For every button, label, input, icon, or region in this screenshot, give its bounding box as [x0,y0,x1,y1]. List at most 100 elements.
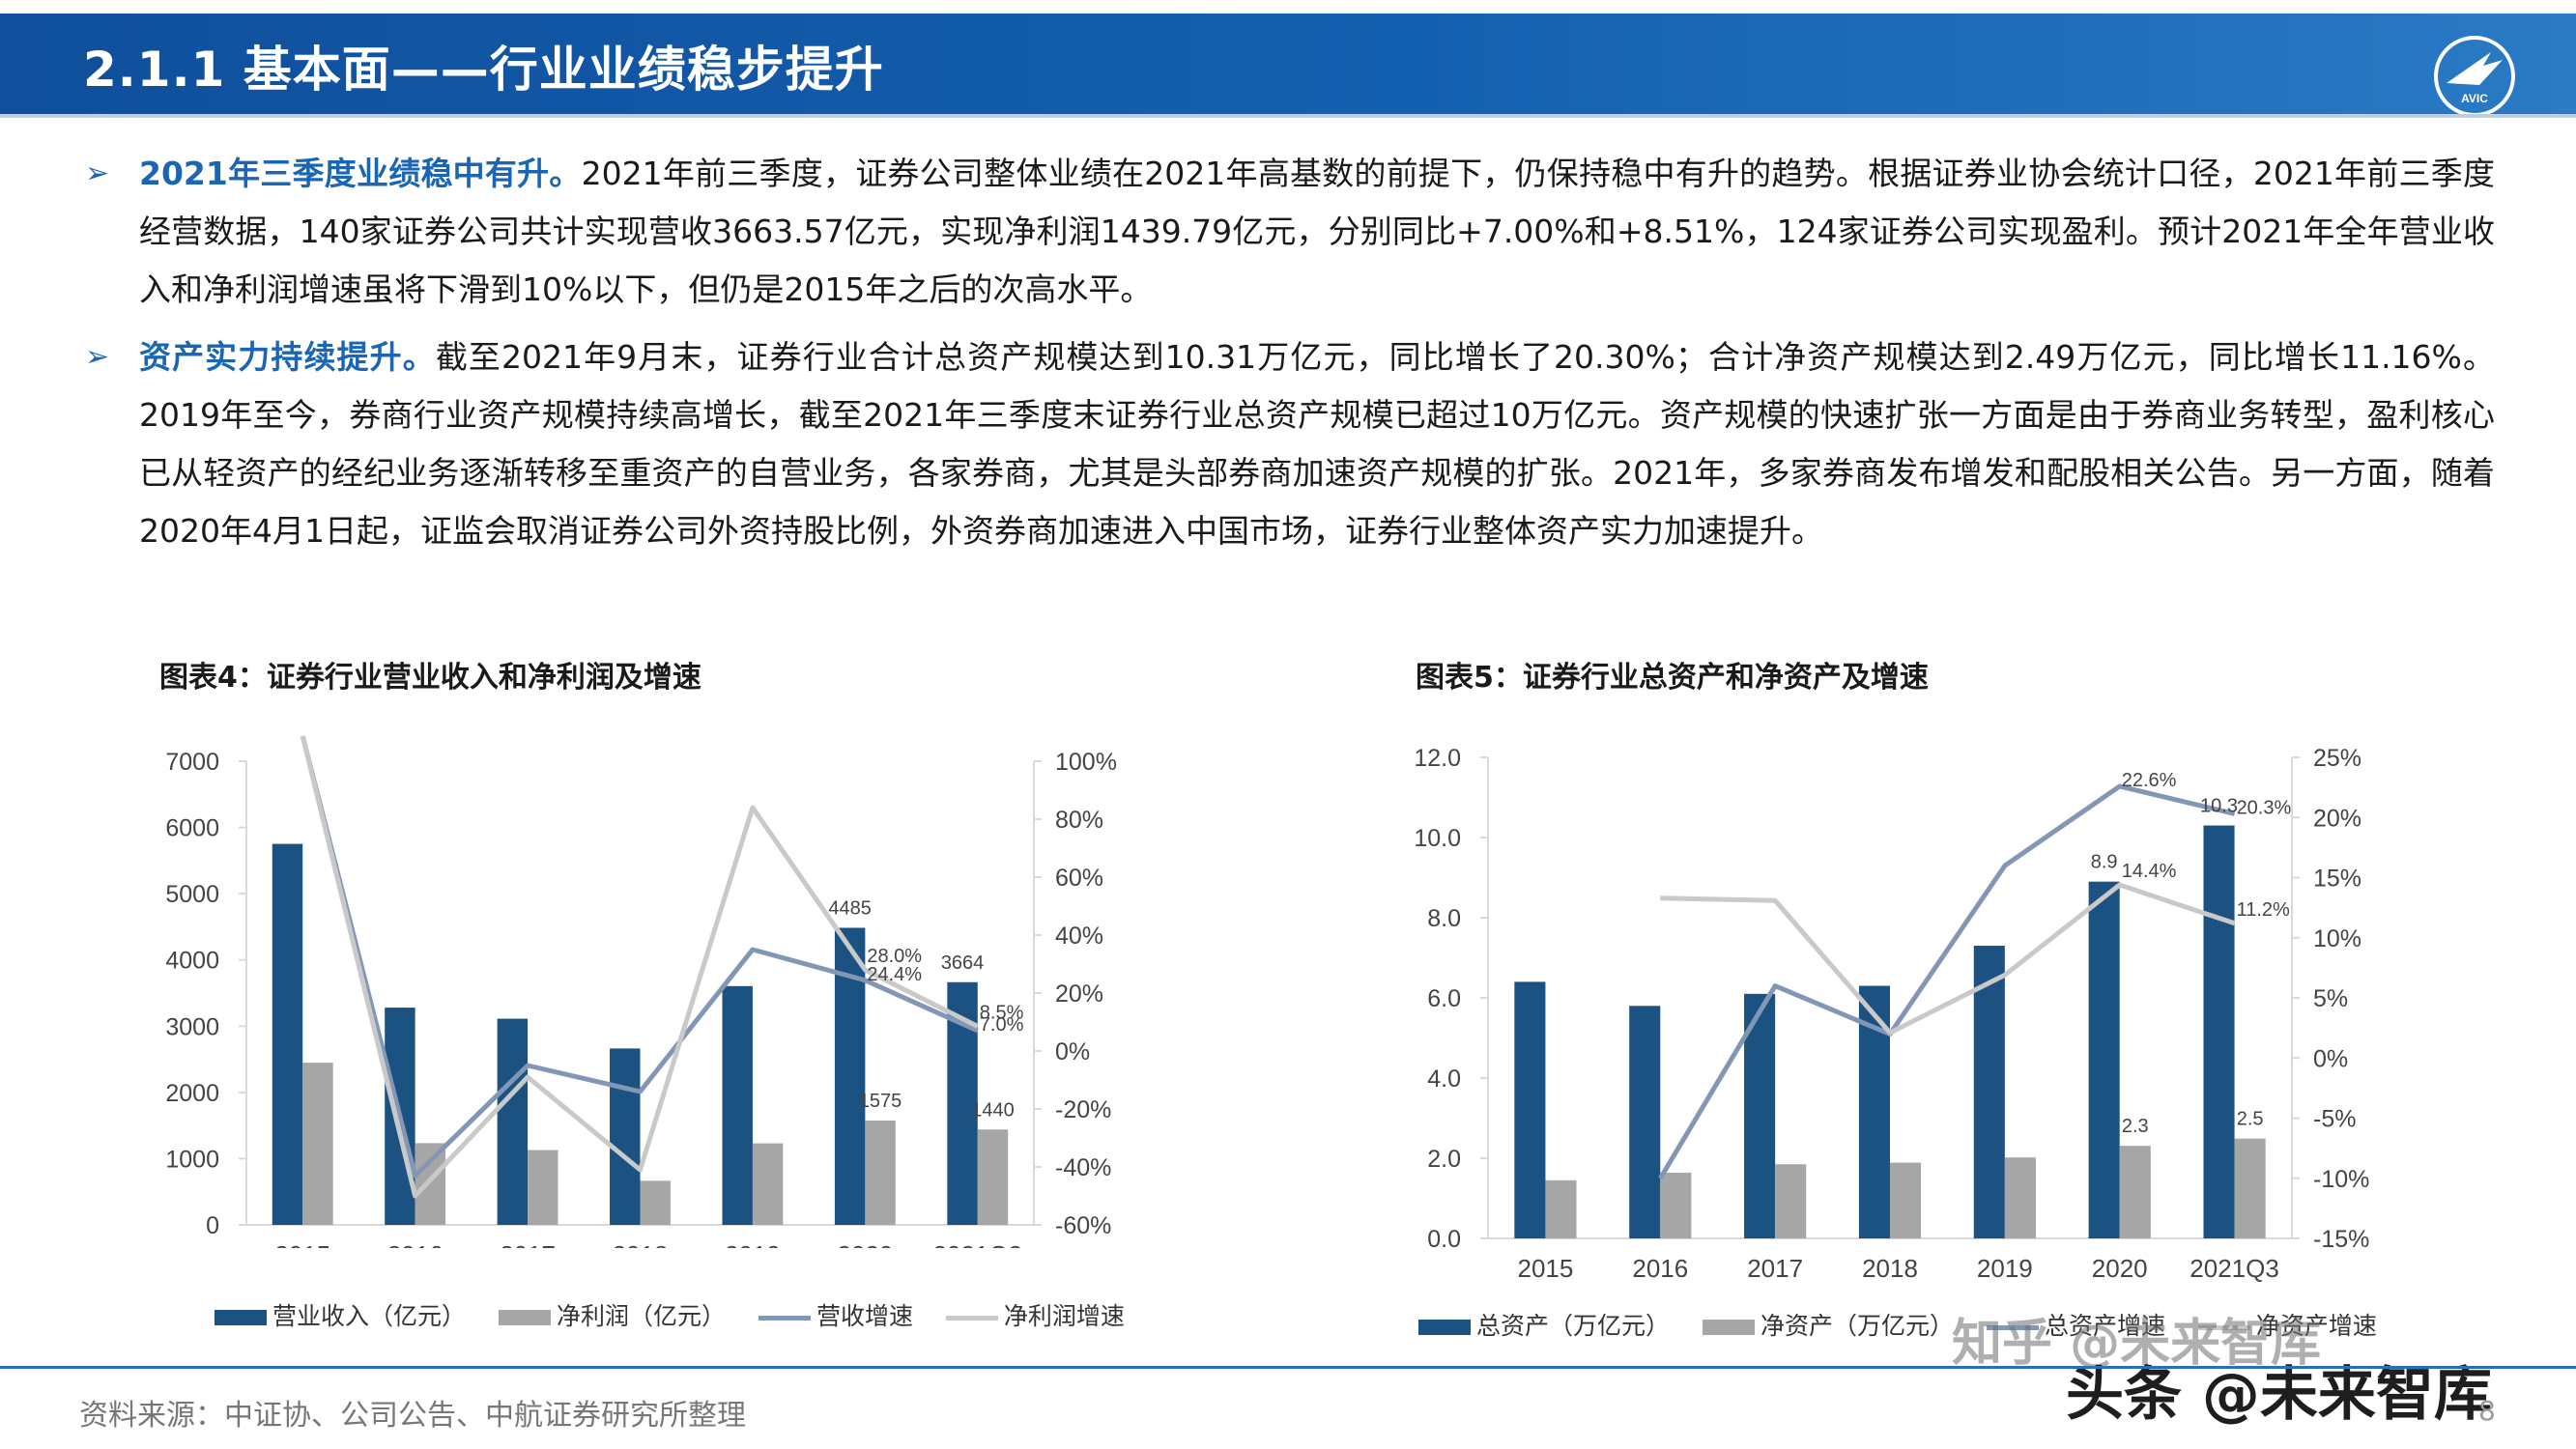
bar [2004,1157,2036,1238]
watermark-toutiao: 头条 @未来智库 [2066,1361,2492,1429]
source-note: 资料来源：中证协、公司公告、中航证券研究所整理 [79,1399,746,1433]
y-tick-label-left: 6.0 [1427,985,1461,1012]
bullet-list: ➢ 2021年三季度业绩稳中有升。2021年前三季度，证券公司整体业绩在2021… [79,145,2495,570]
y-tick-label-left: 6000 [165,815,219,842]
bar [2203,825,2235,1238]
x-tick-label: 2015 [1518,1254,1574,1283]
legend-item: 净利润（亿元） [498,1297,726,1332]
bar [497,1018,529,1225]
legend-swatch [758,1315,811,1321]
series-line [1660,882,2236,1036]
bar [1973,946,2005,1238]
y-tick-label-left: 10.0 [1414,825,1461,852]
y-tick-label-left: 8.0 [1427,905,1461,932]
bar [1660,1172,1692,1238]
data-label: 11.2% [2237,899,2290,921]
x-tick-label: 2017 [1747,1254,1803,1283]
bar [865,1121,896,1225]
legend-swatch [215,1310,267,1325]
bar [1744,993,1776,1238]
series-line [300,735,979,1199]
y-tick-label-right: 0% [2313,1045,2348,1072]
y-tick-label-right: -15% [2313,1226,2369,1253]
page-title: 2.1.1 基本面——行业业绩稳步提升 [83,42,884,98]
x-tick-label: 2019 [1977,1254,2033,1283]
series-line [300,735,979,1179]
legend-swatch [1702,1320,1755,1335]
data-label: 1575 [859,1091,902,1112]
legend-swatch [2197,1324,2250,1330]
y-tick-label-left: 2.0 [1427,1146,1461,1173]
bullet-item: ➢ 资产实力持续提升。截至2021年9月末，证券行业合计总资产规模达到10.31… [79,328,2495,560]
footer-rule [0,1366,2576,1369]
legend-item: 营业收入（亿元） [215,1297,466,1332]
legend-label: 营业收入（亿元） [272,1302,467,1330]
legend-swatch [1986,1324,2039,1330]
bar [1629,1006,1661,1238]
data-label: 20.3% [2237,798,2292,819]
bar [2088,881,2120,1238]
series-line [1658,783,2236,1180]
y-tick-label-right: 15% [2313,866,2361,893]
data-label: 8.5% [980,1003,1024,1024]
y-tick-label-left: 2000 [165,1080,219,1107]
y-tick-label-right: -60% [1055,1212,1111,1239]
legend-label: 总资产增速 [2044,1312,2165,1340]
header-band: 2.1.1 基本面——行业业绩稳步提升 AVIC [0,14,2576,117]
legend-item: 营收增速 [758,1297,913,1332]
y-tick-label-left: 7000 [165,749,219,776]
x-tick-label: 2021Q3 [2190,1254,2279,1283]
y-tick-label-right: 60% [1055,865,1103,892]
y-tick-label-right: 20% [2313,805,2361,832]
x-tick-label: 2018 [1862,1254,1918,1283]
y-tick-label-left: 0 [206,1212,219,1239]
legend-item: 净资产（万亿元） [1702,1307,1954,1342]
legend-item: 净资产增速 [2197,1307,2377,1342]
y-tick-label-left: 1000 [165,1146,219,1173]
x-tick-label: 2020 [2092,1254,2148,1283]
bullet-arrow-icon: ➢ [85,340,110,374]
bullet-text: 2021年前三季度，证券公司整体业绩在2021年高基数的前提下，仍保持稳中有升的… [139,155,2495,308]
data-label: 7.0% [980,1014,1024,1036]
chart4-title: 图表4：证券行业营业收入和净利润及增速 [159,661,701,695]
data-label: 2.3 [2122,1116,2149,1137]
y-tick-label-right: -10% [2313,1166,2369,1193]
y-tick-label-right: -20% [1055,1096,1111,1123]
legend-label: 净利润增速 [1003,1302,1125,1330]
x-tick-label: 2021Q3 [933,1240,1023,1248]
data-label: 4485 [828,897,872,919]
legend-label: 总资产（万亿元） [1476,1312,1671,1340]
data-label: 3664 [941,952,985,974]
bar [640,1180,671,1225]
y-tick-label-right: 25% [2313,745,2361,772]
x-tick-label: 2016 [387,1240,444,1248]
x-tick-label: 2019 [725,1240,781,1248]
bar [977,1129,1009,1225]
bullet-item: ➢ 2021年三季度业绩稳中有升。2021年前三季度，证券公司整体业绩在2021… [79,145,2495,319]
legend-item: 净利润增速 [945,1297,1125,1332]
legend-item: 总资产增速 [1986,1307,2165,1342]
y-tick-label-left: 4.0 [1427,1065,1461,1093]
watermark-zhihu: 知乎 @未来智库 [1952,1315,2322,1373]
bar [1890,1162,1922,1238]
data-label: 8.9 [2091,852,2118,873]
data-label: 24.4% [867,964,922,985]
data-label: 1440 [971,1099,1015,1121]
x-tick-label: 2018 [613,1240,669,1248]
y-tick-label-right: -5% [2313,1106,2356,1133]
x-tick-label: 2017 [500,1240,556,1248]
y-tick-label-left: 4000 [165,948,219,975]
y-tick-label-right: 5% [2313,985,2348,1012]
y-tick-label-right: 20% [1055,980,1103,1008]
data-label: 10.3 [2200,796,2238,817]
avic-logo-icon: AVIC [2434,36,2515,117]
y-tick-label-right: 0% [1055,1038,1090,1065]
bar [415,1143,446,1225]
y-tick-label-right: 80% [1055,807,1103,834]
x-tick-label: 2015 [274,1240,330,1248]
bar [2234,1138,2266,1238]
legend-label: 净资产（万亿元） [1760,1312,1954,1340]
y-tick-label-left: 12.0 [1414,745,1461,772]
bar [752,1143,784,1225]
legend-swatch [1418,1320,1471,1335]
